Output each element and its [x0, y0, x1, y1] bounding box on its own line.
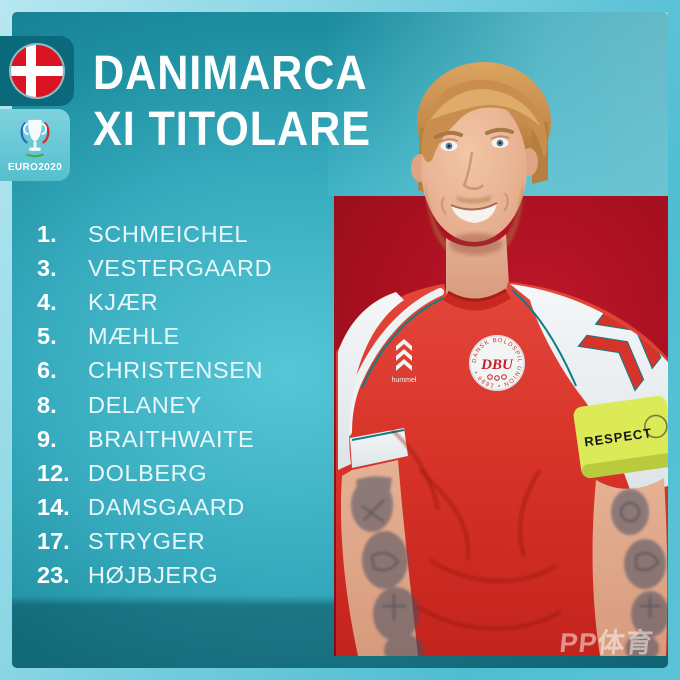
player-name: STRYGER [88, 528, 206, 555]
player-name: VESTERGAARD [88, 254, 273, 281]
respect-armband: RESPECT [573, 395, 668, 479]
list-item: 14. DAMSGAARD [37, 491, 272, 525]
tattoo-sleeve-left [351, 476, 424, 656]
flag-panel [0, 36, 74, 106]
player-number: 14. [37, 494, 70, 521]
pp-sports-watermark: PP体育 [558, 628, 656, 658]
player-number: 1. [37, 220, 57, 247]
player-name: HØJBJERG [88, 562, 219, 589]
player-name: DOLBERG [88, 459, 208, 486]
page-title: DANIMARCA XI TITOLARE [93, 46, 371, 158]
player-name: CHRISTENSEN [88, 357, 264, 384]
euro2020-wordmark: EURO2020 [7, 162, 63, 173]
euro2020-trophy-icon [20, 119, 50, 158]
player-name: SCHMEICHEL [88, 220, 249, 247]
list-item: 6. CHRISTENSEN [37, 354, 272, 388]
list-item: 9. BRAITHWAITE [37, 422, 272, 456]
list-item: 17. STRYGER [37, 525, 272, 559]
player-name: BRAITHWAITE [88, 425, 255, 452]
list-item: 8. DELANEY [37, 388, 272, 422]
hummel-wordmark: hummel [392, 377, 417, 384]
crest-dbu-text: DBU [480, 357, 514, 373]
tattoo-sleeve-right [611, 489, 668, 656]
player-name: MÆHLE [88, 323, 180, 350]
euro2020-panel: EURO2020 [0, 109, 70, 181]
player-number: 4. [37, 288, 57, 315]
hummel-logo: hummel [392, 339, 417, 384]
player-number: 9. [37, 425, 57, 452]
list-item: 4. KJÆR [37, 285, 272, 319]
list-item: 3. VESTERGAARD [37, 251, 272, 285]
list-item: 12. DOLBERG [37, 456, 272, 490]
dbu-crest: DANSK BOLDSPIL UNION • 1889 • DBU [469, 335, 525, 391]
player-name: DELANEY [88, 391, 202, 418]
player-number: 3. [37, 254, 57, 281]
list-item: 23. HØJBJERG [37, 559, 272, 593]
player-name: KJÆR [88, 288, 159, 315]
denmark-flag-icon [11, 45, 63, 97]
starting-xi-list: 1. SCHMEICHEL 3. VESTERGAARD 4. KJÆR 5. MÆHL… [37, 217, 272, 593]
list-item: 5. MÆHLE [37, 320, 272, 354]
player-number: 17. [37, 528, 70, 555]
title-line-2: XI TITOLARE [93, 103, 371, 156]
player-number: 6. [37, 357, 57, 384]
list-item: 1. SCHMEICHEL [37, 217, 272, 251]
player-name: DAMSGAARD [88, 494, 245, 521]
player-number: 8. [37, 391, 57, 418]
title-line-1: DANIMARCA [93, 47, 368, 100]
player-number: 23. [37, 562, 70, 589]
player-number: 12. [37, 459, 70, 486]
player-number: 5. [37, 323, 57, 350]
